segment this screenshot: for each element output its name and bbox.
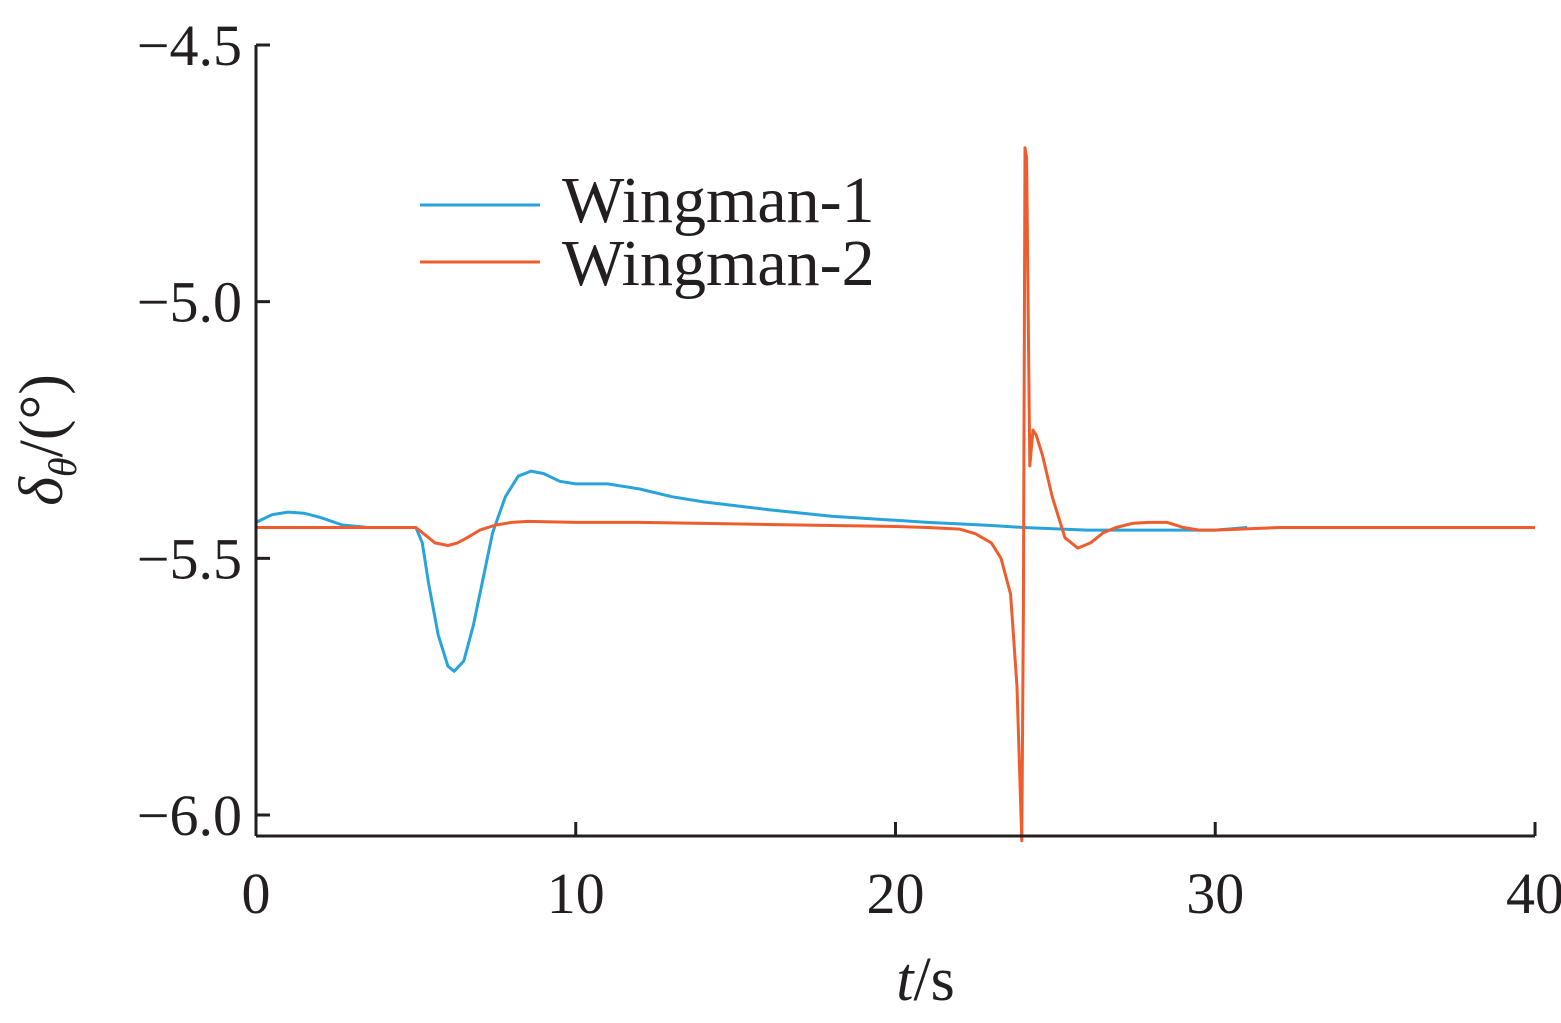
x-tick-label: 20 [867, 861, 925, 926]
legend-label-wingman-2: Wingman-2 [562, 227, 875, 300]
x-axis-title-symbol: t [896, 946, 915, 1014]
x-tick-label: 0 [242, 861, 271, 926]
x-axis-title: t/s [896, 946, 955, 1014]
series-group [255, 146, 1535, 843]
x-tick-label: 40 [1506, 861, 1561, 926]
axes [254, 45, 1535, 838]
y-tick-label: −5.5 [137, 526, 242, 591]
y-axis-title-unit: /(°) [8, 374, 76, 457]
series-line-wingman-2 [256, 146, 1535, 843]
x-tick-label: 10 [547, 861, 605, 926]
legend-label-wingman-1: Wingman-1 [562, 164, 875, 237]
x-axis-title-unit: /s [913, 946, 954, 1014]
x-tick-label: 30 [1186, 861, 1244, 926]
y-tick-label: −6.0 [137, 783, 242, 848]
y-tick-label: −5.0 [137, 270, 242, 335]
legend: Wingman-1 Wingman-2 [420, 164, 875, 300]
y-axis-title-subscript: θ [40, 457, 85, 477]
y-axis-title: δθ/(°) [8, 374, 85, 506]
ticks: −4.5 −5.0 −5.5 −6.00 10 20 30 40 [137, 13, 1561, 926]
series-line-wingman-1 [255, 469, 1248, 673]
y-tick-label: −4.5 [137, 13, 242, 78]
y-axis-title-symbol: δ [8, 476, 76, 506]
